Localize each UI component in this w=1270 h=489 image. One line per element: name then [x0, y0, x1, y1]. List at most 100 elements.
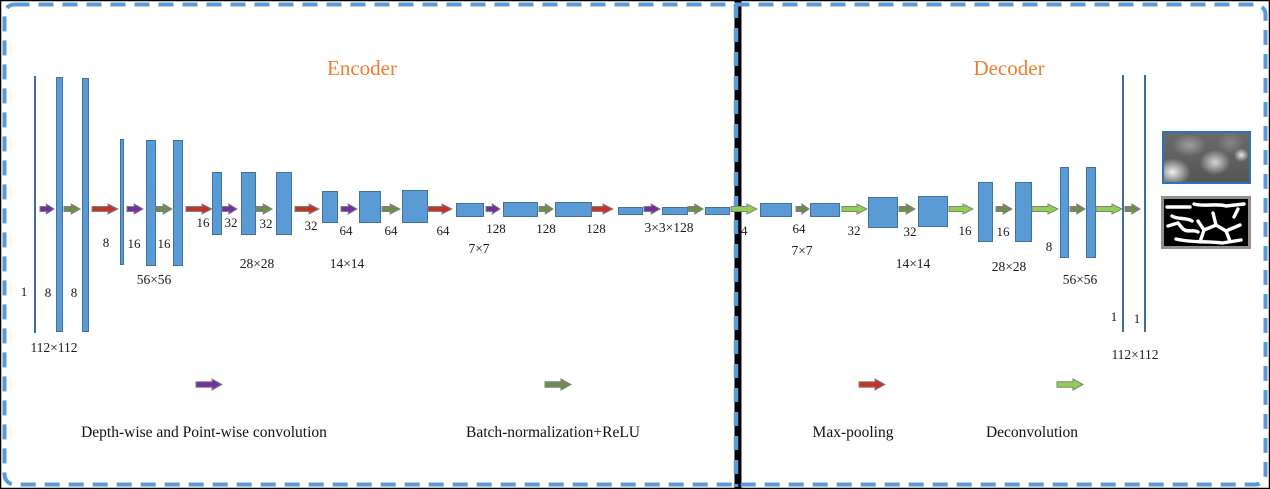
batch-normalization-relu-arrow — [795, 203, 810, 215]
feature-map-block — [618, 207, 643, 215]
channel-count-label: 16 — [157, 236, 171, 251]
feature-size-label: 112×112 — [30, 340, 78, 355]
channel-count-label: 64 — [734, 223, 748, 238]
deconvolution-arrow — [730, 203, 758, 215]
feature-size-label: 56×56 — [1062, 272, 1098, 287]
batch-normalization-relu-arrow — [1069, 203, 1086, 215]
channel-count-label: 1 — [1133, 311, 1141, 326]
deconvolution-arrow — [841, 203, 868, 215]
channel-count-label: 32 — [259, 216, 273, 231]
channel-count-label: 8 — [70, 285, 78, 300]
feature-map-block — [359, 191, 381, 223]
feature-size-label: 7×7 — [791, 243, 813, 258]
deconvolution-arrow — [1095, 203, 1123, 215]
depthwise-pointwise-convolution-arrow — [221, 203, 238, 215]
feature-map-block — [402, 190, 428, 223]
channel-count-label: 1 — [20, 284, 28, 299]
max-pooling-arrow — [590, 203, 614, 215]
feature-map-block — [120, 139, 124, 265]
crack-mask-drawing — [1165, 202, 1246, 245]
feature-size-label: 14×14 — [329, 256, 365, 271]
channel-count-label: 64 — [339, 223, 353, 238]
feature-map-block — [662, 207, 688, 215]
max-pooling-arrow — [185, 203, 213, 215]
channel-count-label: 16 — [996, 224, 1010, 239]
channel-count-label: 32 — [224, 215, 238, 230]
legend-label: Depth-wise and Point-wise convolution — [81, 424, 327, 441]
feature-map-block — [82, 78, 89, 332]
depthwise-pointwise-convolution-arrow — [39, 203, 55, 215]
depthwise-pointwise-convolution-arrow — [126, 203, 144, 215]
feature-map-block — [173, 140, 183, 266]
binary-crack-mask-image — [1161, 196, 1251, 249]
encoder-title: Encoder — [327, 56, 397, 80]
channel-count-label: 32 — [847, 223, 861, 238]
deconvolution-arrow — [948, 203, 974, 215]
feature-map-block — [56, 77, 63, 332]
max-pooling-arrow — [91, 203, 119, 215]
legend-max-pooling-arrow — [858, 378, 886, 391]
batch-normalization-relu-arrow — [687, 203, 704, 215]
channel-count-label: 64 — [436, 223, 450, 238]
feature-map-line — [1144, 75, 1146, 332]
batch-normalization-relu-arrow — [63, 203, 81, 215]
channel-count-label: 128 — [586, 221, 606, 236]
channel-count-label: 1 — [1110, 309, 1118, 324]
depthwise-pointwise-convolution-arrow — [340, 203, 358, 215]
legend-batch-normalization-relu-arrow — [544, 378, 572, 391]
legend-deconvolution-arrow — [1056, 378, 1084, 391]
feature-map-block — [456, 203, 484, 217]
feature-size-label: 56×56 — [136, 272, 172, 287]
feature-size-label: 3×3×128 — [644, 220, 694, 235]
feature-map-block — [868, 197, 898, 228]
batch-normalization-relu-arrow — [381, 203, 401, 215]
feature-map-block — [276, 172, 292, 235]
feature-size-label: 7×7 — [468, 241, 490, 256]
channel-count-label: 16 — [958, 223, 972, 238]
feature-map-line — [34, 76, 36, 333]
batch-normalization-relu-arrow — [995, 203, 1013, 215]
feature-map-block — [1015, 182, 1032, 242]
channel-count-label: 16 — [196, 215, 210, 230]
feature-size-label: 28×28 — [239, 256, 275, 271]
feature-size-label: 28×28 — [991, 259, 1027, 274]
legend-label: Max-pooling — [812, 424, 894, 441]
depthwise-pointwise-convolution-arrow — [643, 203, 661, 215]
channel-count-label: 8 — [1045, 239, 1053, 254]
legend-label: Deconvolution — [985, 424, 1079, 441]
legend-label: Batch-normalization+ReLU — [465, 424, 641, 441]
feature-map-block — [322, 191, 338, 223]
batch-normalization-relu-arrow — [898, 203, 916, 215]
feature-map-block — [918, 196, 948, 227]
max-pooling-arrow — [427, 203, 453, 215]
channel-count-label: 8 — [44, 285, 52, 300]
channel-count-label: 8 — [102, 235, 110, 250]
feature-map-block — [503, 202, 538, 217]
channel-count-label: 128 — [536, 221, 556, 236]
feature-map-block — [1060, 167, 1069, 258]
feature-map-block — [810, 203, 840, 217]
channel-count-label: 128 — [486, 221, 506, 236]
depthwise-pointwise-convolution-arrow — [485, 203, 501, 215]
batch-normalization-relu-arrow — [1124, 203, 1141, 215]
feature-size-label: 14×14 — [895, 256, 931, 271]
channel-count-label: 32 — [304, 218, 318, 233]
channel-count-label: 64 — [384, 223, 398, 238]
channel-count-label: 64 — [792, 221, 806, 236]
channel-count-label: 16 — [127, 236, 141, 251]
channel-count-label: 32 — [903, 224, 917, 239]
batch-normalization-relu-arrow — [538, 203, 554, 215]
decoder-title: Decoder — [973, 56, 1045, 80]
deconvolution-arrow — [1031, 203, 1059, 215]
feature-map-block — [978, 182, 993, 242]
feature-map-block — [555, 202, 592, 217]
feature-map-block — [705, 207, 730, 215]
legend-depthwise-pointwise-convolution-arrow — [195, 378, 223, 391]
grayscale-crack-image — [1162, 131, 1251, 184]
feature-size-label: 112×112 — [1111, 347, 1159, 362]
feature-map-block — [760, 203, 792, 217]
